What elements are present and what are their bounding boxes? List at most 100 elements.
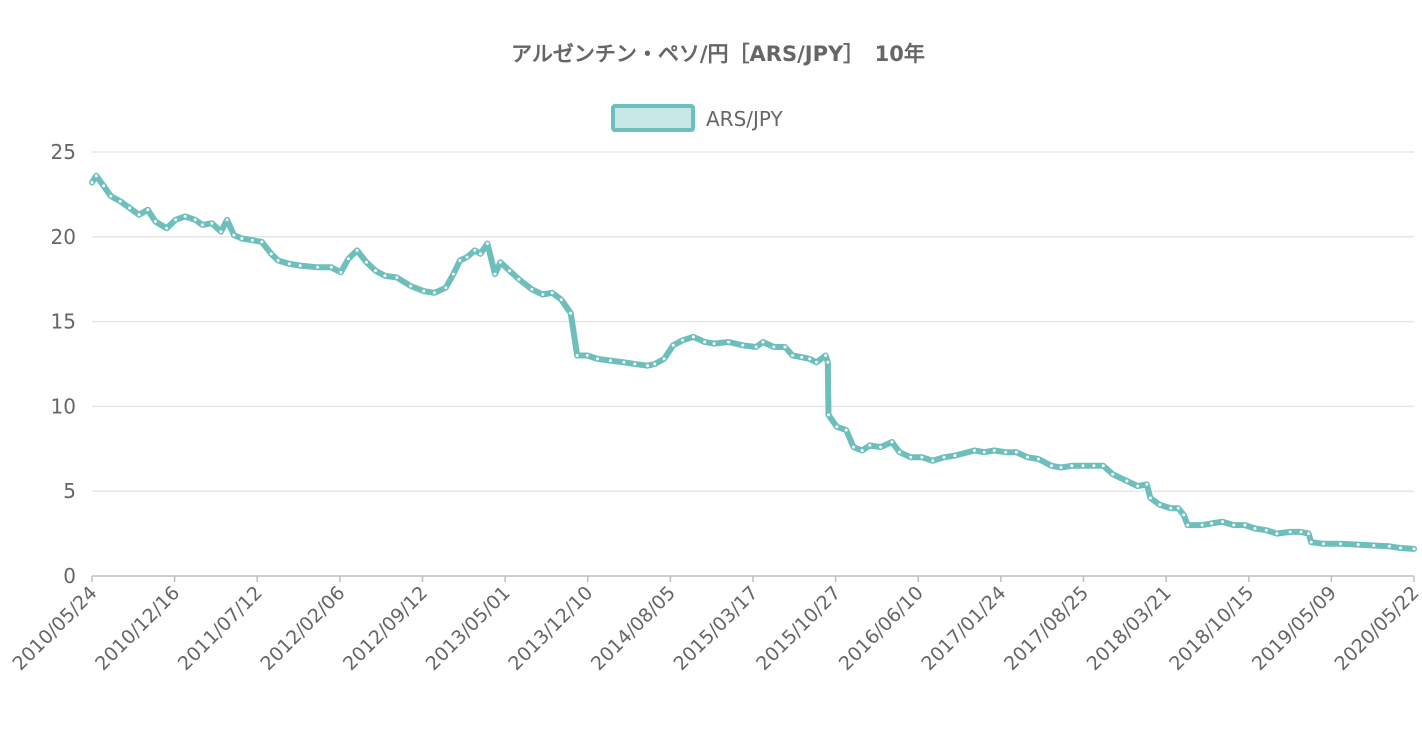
data-point [164, 225, 170, 231]
data-point [249, 237, 255, 243]
data-point [1338, 541, 1343, 547]
data-point [382, 273, 388, 279]
data-point [484, 241, 490, 247]
data-point [661, 356, 667, 362]
data-point [152, 219, 158, 224]
legend[interactable]: ARS/JPY [611, 104, 784, 132]
y-tick-label: 25 [51, 140, 76, 164]
data-point [971, 448, 977, 453]
data-point [297, 263, 303, 269]
data-point [1135, 483, 1141, 489]
y-tick-label: 20 [51, 225, 76, 249]
data-point [1308, 539, 1314, 545]
data-point [182, 213, 188, 219]
series-line-ars-jpy [89, 172, 1417, 552]
x-axis: 2010/05/242010/12/162011/07/122012/02/06… [9, 576, 1422, 675]
data-point [1080, 463, 1086, 469]
data-point [1124, 478, 1130, 484]
data-point [328, 264, 334, 270]
data-point [540, 292, 546, 297]
data-point [432, 290, 437, 296]
data-point [117, 198, 123, 204]
y-tick-label: 15 [51, 310, 76, 334]
data-point [680, 337, 686, 343]
data-point [1220, 519, 1225, 525]
data-point [93, 173, 99, 179]
data-point [315, 264, 321, 270]
x-tick-label: 2018/10/15 [1165, 582, 1258, 675]
data-point [632, 361, 638, 367]
data-point [457, 258, 463, 263]
data-point [1110, 471, 1116, 477]
data-point [825, 359, 831, 365]
data-point [952, 453, 958, 459]
data-point [421, 288, 427, 294]
data-point [851, 444, 856, 450]
data-point [878, 444, 884, 450]
data-point [108, 193, 114, 199]
x-tick-label: 2017/01/24 [917, 582, 1010, 675]
data-point [209, 220, 215, 226]
data-point [1069, 463, 1075, 469]
data-point [790, 353, 796, 358]
data-point [652, 361, 658, 367]
x-tick-label: 2017/08/25 [1000, 582, 1093, 675]
data-point [354, 247, 360, 253]
data-point [549, 290, 555, 296]
data-point [1199, 522, 1205, 528]
data-point [558, 297, 564, 303]
x-tick-label: 2016/06/10 [835, 582, 928, 675]
data-point [1231, 522, 1237, 528]
data-point [1274, 531, 1280, 537]
data-point [224, 217, 230, 223]
data-point [1168, 505, 1174, 511]
data-point [991, 448, 997, 453]
data-point [1147, 495, 1153, 501]
data-point [345, 256, 351, 262]
data-point [568, 310, 574, 316]
data-point [199, 222, 205, 228]
data-point [823, 353, 829, 358]
data-point [595, 356, 600, 362]
data-point [711, 341, 717, 347]
data-point [173, 217, 179, 223]
data-point [394, 275, 400, 280]
data-point [1371, 543, 1377, 548]
data-point [231, 232, 237, 238]
data-point [89, 180, 95, 185]
data-point [239, 236, 245, 241]
data-point [702, 339, 708, 345]
data-point [584, 353, 590, 358]
data-point [1242, 522, 1248, 528]
x-tick-label: 2019/05/09 [1248, 582, 1341, 675]
data-point [941, 454, 947, 460]
data-point [1175, 505, 1181, 511]
data-point [670, 342, 676, 348]
data-point [478, 251, 483, 257]
data-point [608, 358, 613, 364]
data-point [919, 454, 925, 460]
data-point [826, 412, 831, 418]
data-point [373, 268, 378, 274]
data-point [834, 424, 840, 430]
data-point [1209, 520, 1215, 526]
series-layer [89, 172, 1417, 552]
chart-title: アルゼンチン・ペソ/円［ARS/JPY］ 10年 [511, 42, 925, 66]
x-tick-label: 2013/12/10 [504, 582, 597, 675]
data-point [1185, 522, 1191, 528]
data-point [192, 217, 198, 223]
data-point [1091, 463, 1097, 469]
data-point [1252, 526, 1258, 531]
data-point [136, 212, 142, 218]
x-tick-label: 2015/03/17 [670, 582, 763, 675]
data-point [443, 285, 449, 291]
data-point [145, 207, 151, 213]
data-point [843, 427, 849, 433]
data-point [1157, 502, 1163, 508]
data-point [1003, 449, 1009, 455]
data-point [1058, 465, 1064, 470]
data-point [1411, 546, 1417, 552]
x-tick-label: 2011/07/12 [174, 582, 267, 675]
data-point [472, 247, 478, 253]
